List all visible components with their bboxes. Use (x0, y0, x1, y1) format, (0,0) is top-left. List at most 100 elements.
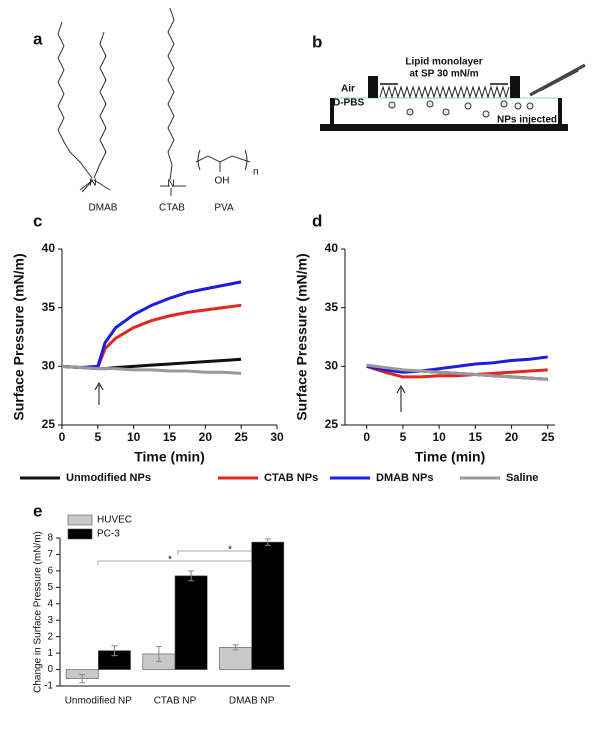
y-axis-label: Change in Surface Pressure (mN/m) (33, 531, 44, 693)
x-tick-label: 30 (270, 430, 284, 444)
series-line (366, 355, 548, 374)
nanoparticles (388, 100, 534, 118)
y-axis-label: Surface Pressure (mN/m) (11, 253, 27, 420)
error-bar (155, 646, 162, 662)
y-tick-label: 6 (47, 566, 53, 577)
x-tick-label: 15 (163, 430, 177, 444)
x-axis-label: Time (min) (134, 449, 205, 465)
injection-arrow (396, 384, 406, 412)
x-tick-label: 25 (234, 430, 248, 444)
legend-label: Saline (506, 472, 538, 484)
y-tick-label: -1 (44, 681, 53, 692)
medium-label: Air (341, 84, 355, 95)
panel-label: b (312, 32, 322, 51)
y-tick-label: 35 (325, 300, 339, 314)
y-tick-label: 35 (42, 300, 56, 314)
legend-label: CTAB NPs (264, 472, 318, 484)
significance: * (228, 545, 232, 556)
series-line (366, 364, 548, 379)
y-tick-label: 30 (42, 359, 56, 373)
trough-wall (330, 98, 334, 126)
barrier (368, 76, 378, 98)
x-tick-label: DMAB NP (229, 696, 275, 707)
legend-label: HUVEC (97, 515, 132, 526)
x-tick-label: 15 (469, 430, 483, 444)
y-tick-label: 25 (42, 417, 56, 431)
legend-swatch (67, 528, 93, 540)
error-bar (79, 673, 86, 684)
y-tick-label: 3 (47, 615, 53, 626)
x-tick-label: Unmodified NP (65, 696, 133, 707)
y-axis-label: Surface Pressure (mN/m) (294, 253, 310, 420)
y-tick-label: 0 (47, 664, 53, 675)
barrier (510, 76, 520, 98)
panel-label: e (33, 501, 42, 520)
y-tick-label: 1 (47, 648, 53, 659)
significance-bracket (177, 550, 253, 555)
legend-label: Unmodified NPs (66, 472, 151, 484)
y-tick-label: 40 (42, 241, 56, 255)
error-bar (188, 570, 195, 582)
bar (251, 541, 285, 670)
error-bar (264, 538, 271, 546)
series-line (61, 364, 242, 375)
significance: * (168, 555, 172, 566)
bond (93, 179, 111, 191)
legend-label: PC-3 (97, 529, 120, 540)
atom: OH (215, 176, 230, 187)
x-tick-label: 0 (363, 430, 370, 444)
legend-label: DMAB NPs (376, 472, 433, 484)
bar (219, 647, 252, 670)
y-tick-label: 2 (47, 631, 53, 642)
trough-base (320, 124, 568, 131)
x-tick-label: 25 (541, 430, 555, 444)
x-axis-label: Time (min) (415, 449, 486, 465)
x-tick-label: 20 (199, 430, 213, 444)
y-tick-label: 5 (47, 582, 53, 593)
structures: N N OH n DMAB CTAB PVA (57, 7, 259, 214)
atom: n (253, 167, 259, 178)
schematic-title: Lipid monolayer (405, 57, 482, 68)
y-tick-label: 7 (47, 549, 53, 560)
error-bar (111, 645, 118, 657)
atom: N (89, 178, 96, 189)
y-tick-label: 30 (325, 359, 339, 373)
x-tick-label: 10 (127, 430, 141, 444)
x-tick-label: CTAB NP (154, 696, 197, 707)
y-tick-label: 25 (325, 417, 339, 431)
x-tick-label: 5 (94, 430, 101, 444)
x-tick-label: 20 (505, 430, 519, 444)
chain (93, 31, 107, 179)
bond (81, 179, 94, 193)
lipid-monolayer (379, 85, 510, 99)
pva-unit (195, 149, 251, 172)
y-tick-label: 40 (325, 241, 339, 255)
x-tick-label: 10 (432, 430, 446, 444)
chain (57, 21, 93, 179)
structure-label: CTAB (159, 203, 185, 214)
y-tick-label: 4 (47, 598, 53, 609)
syringe (529, 63, 586, 97)
structure-label: DMAB (89, 203, 118, 214)
panel-label: c (33, 211, 42, 230)
significance-bracket (97, 560, 253, 565)
series-line (61, 280, 242, 370)
x-tick-label: 0 (59, 430, 66, 444)
injection-arrow (94, 381, 104, 405)
panel-label: d (312, 211, 322, 230)
x-tick-label: 5 (400, 430, 407, 444)
atom: N (167, 179, 174, 190)
medium-label: D-PBS (333, 98, 364, 109)
series-line (61, 303, 242, 370)
structure-label: PVA (214, 203, 234, 214)
y-tick-label: 8 (47, 533, 53, 544)
bar (174, 575, 208, 670)
chain (167, 7, 175, 181)
injection-label: NPs injected (497, 115, 557, 126)
legend-swatch (67, 514, 93, 526)
schematic: Lipid monolayer at SP 30 mN/m Air D-PBS … (320, 57, 586, 131)
trough-wall (558, 98, 562, 126)
series-line (366, 363, 548, 381)
error-bar (232, 644, 239, 651)
